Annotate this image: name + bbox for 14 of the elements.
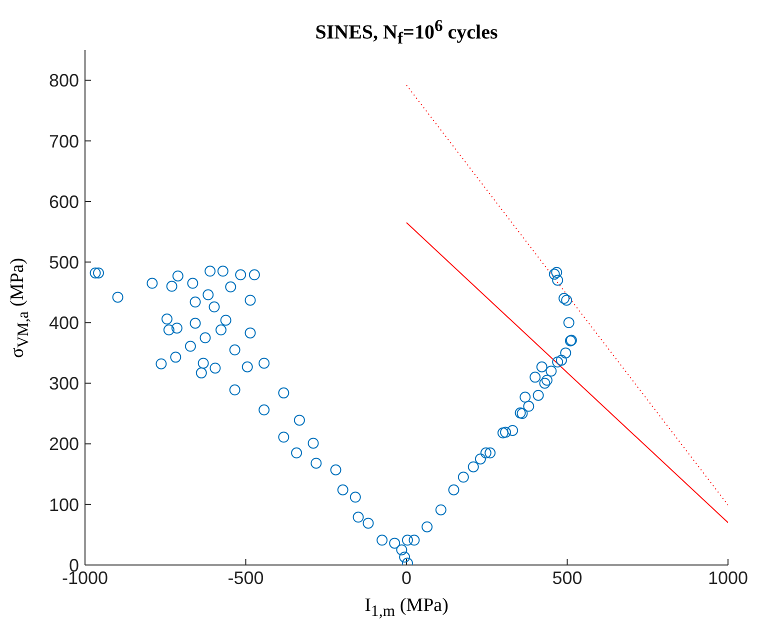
y-tick-label: 100: [48, 494, 79, 515]
x-tick-label: -500: [228, 568, 264, 588]
y-tick-label: 600: [48, 192, 79, 212]
x-tick-label: 500: [552, 568, 582, 588]
y-tick-label: 500: [48, 252, 79, 272]
y-tick-label: 700: [48, 131, 79, 152]
x-tick-label: 0: [401, 568, 412, 588]
y-tick-label: 400: [48, 313, 79, 334]
chart-title: SINES, N$_{f}$=10$^{6}$ cycles: [314, 16, 499, 49]
y-tick-label: 800: [48, 70, 79, 91]
y-tick-label: 300: [48, 374, 79, 394]
x-axis-title: I$_{1,m}$ (MPa): [364, 595, 450, 621]
x-tick-label: 1000: [708, 568, 748, 588]
y-tick-label: 200: [48, 434, 79, 454]
